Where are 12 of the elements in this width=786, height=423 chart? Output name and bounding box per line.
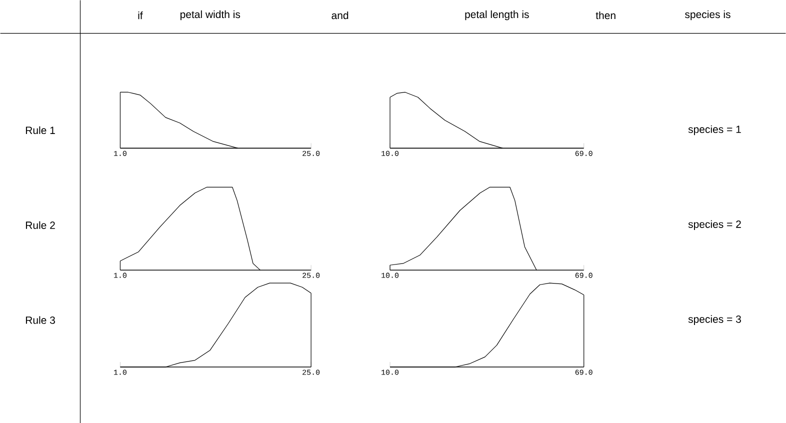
text: species = 2 <box>688 220 741 230</box>
text: species is <box>685 10 730 20</box>
text: then <box>596 11 616 20</box>
text: if <box>138 11 143 19</box>
text: species = 1 <box>688 125 741 135</box>
text: species = 3 <box>688 315 741 325</box>
text: Rule 2 <box>26 221 55 229</box>
text: and <box>332 11 348 20</box>
text: Rule 3 <box>26 316 55 324</box>
text: Rule 1 <box>26 126 55 134</box>
text: petal length is <box>465 10 529 20</box>
text: petal width is <box>180 10 240 20</box>
